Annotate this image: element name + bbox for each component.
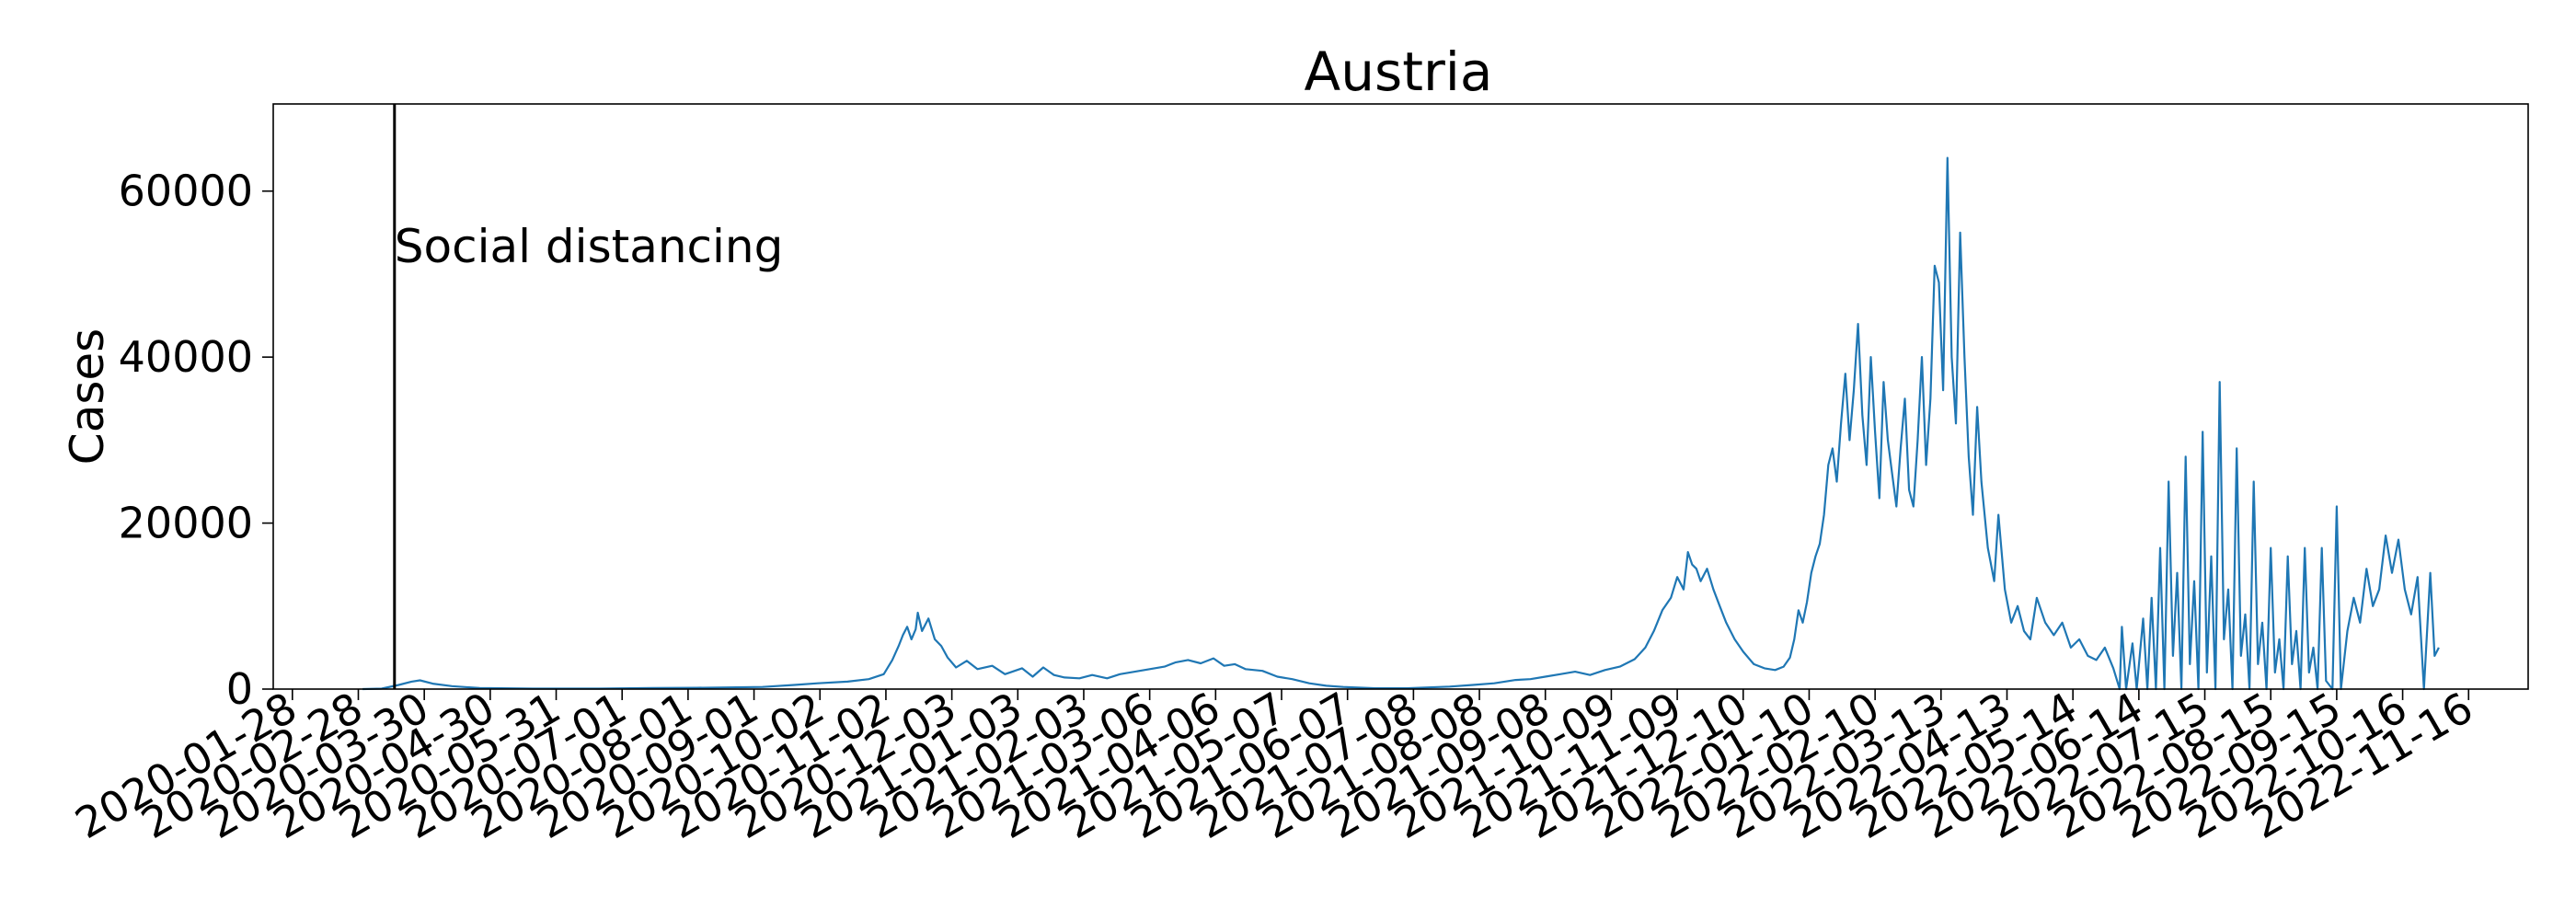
chart-title: Austria (1305, 40, 1493, 103)
plot-frame (272, 103, 2529, 690)
annotation-label: Social distancing (395, 220, 784, 273)
y-axis: 0 20000 40000 60000 (119, 167, 273, 714)
plot-area: Social distancing (362, 104, 2440, 691)
y-tick-label: 60000 (119, 167, 253, 216)
series-line (362, 156, 2440, 691)
x-axis: 2020-01-282020-02-282020-03-302020-04-30… (67, 683, 2481, 848)
y-tick-label: 0 (226, 664, 253, 714)
y-tick-label: 40000 (119, 332, 253, 382)
y-axis-label: Cases (61, 328, 114, 465)
y-tick-label: 20000 (119, 499, 253, 548)
